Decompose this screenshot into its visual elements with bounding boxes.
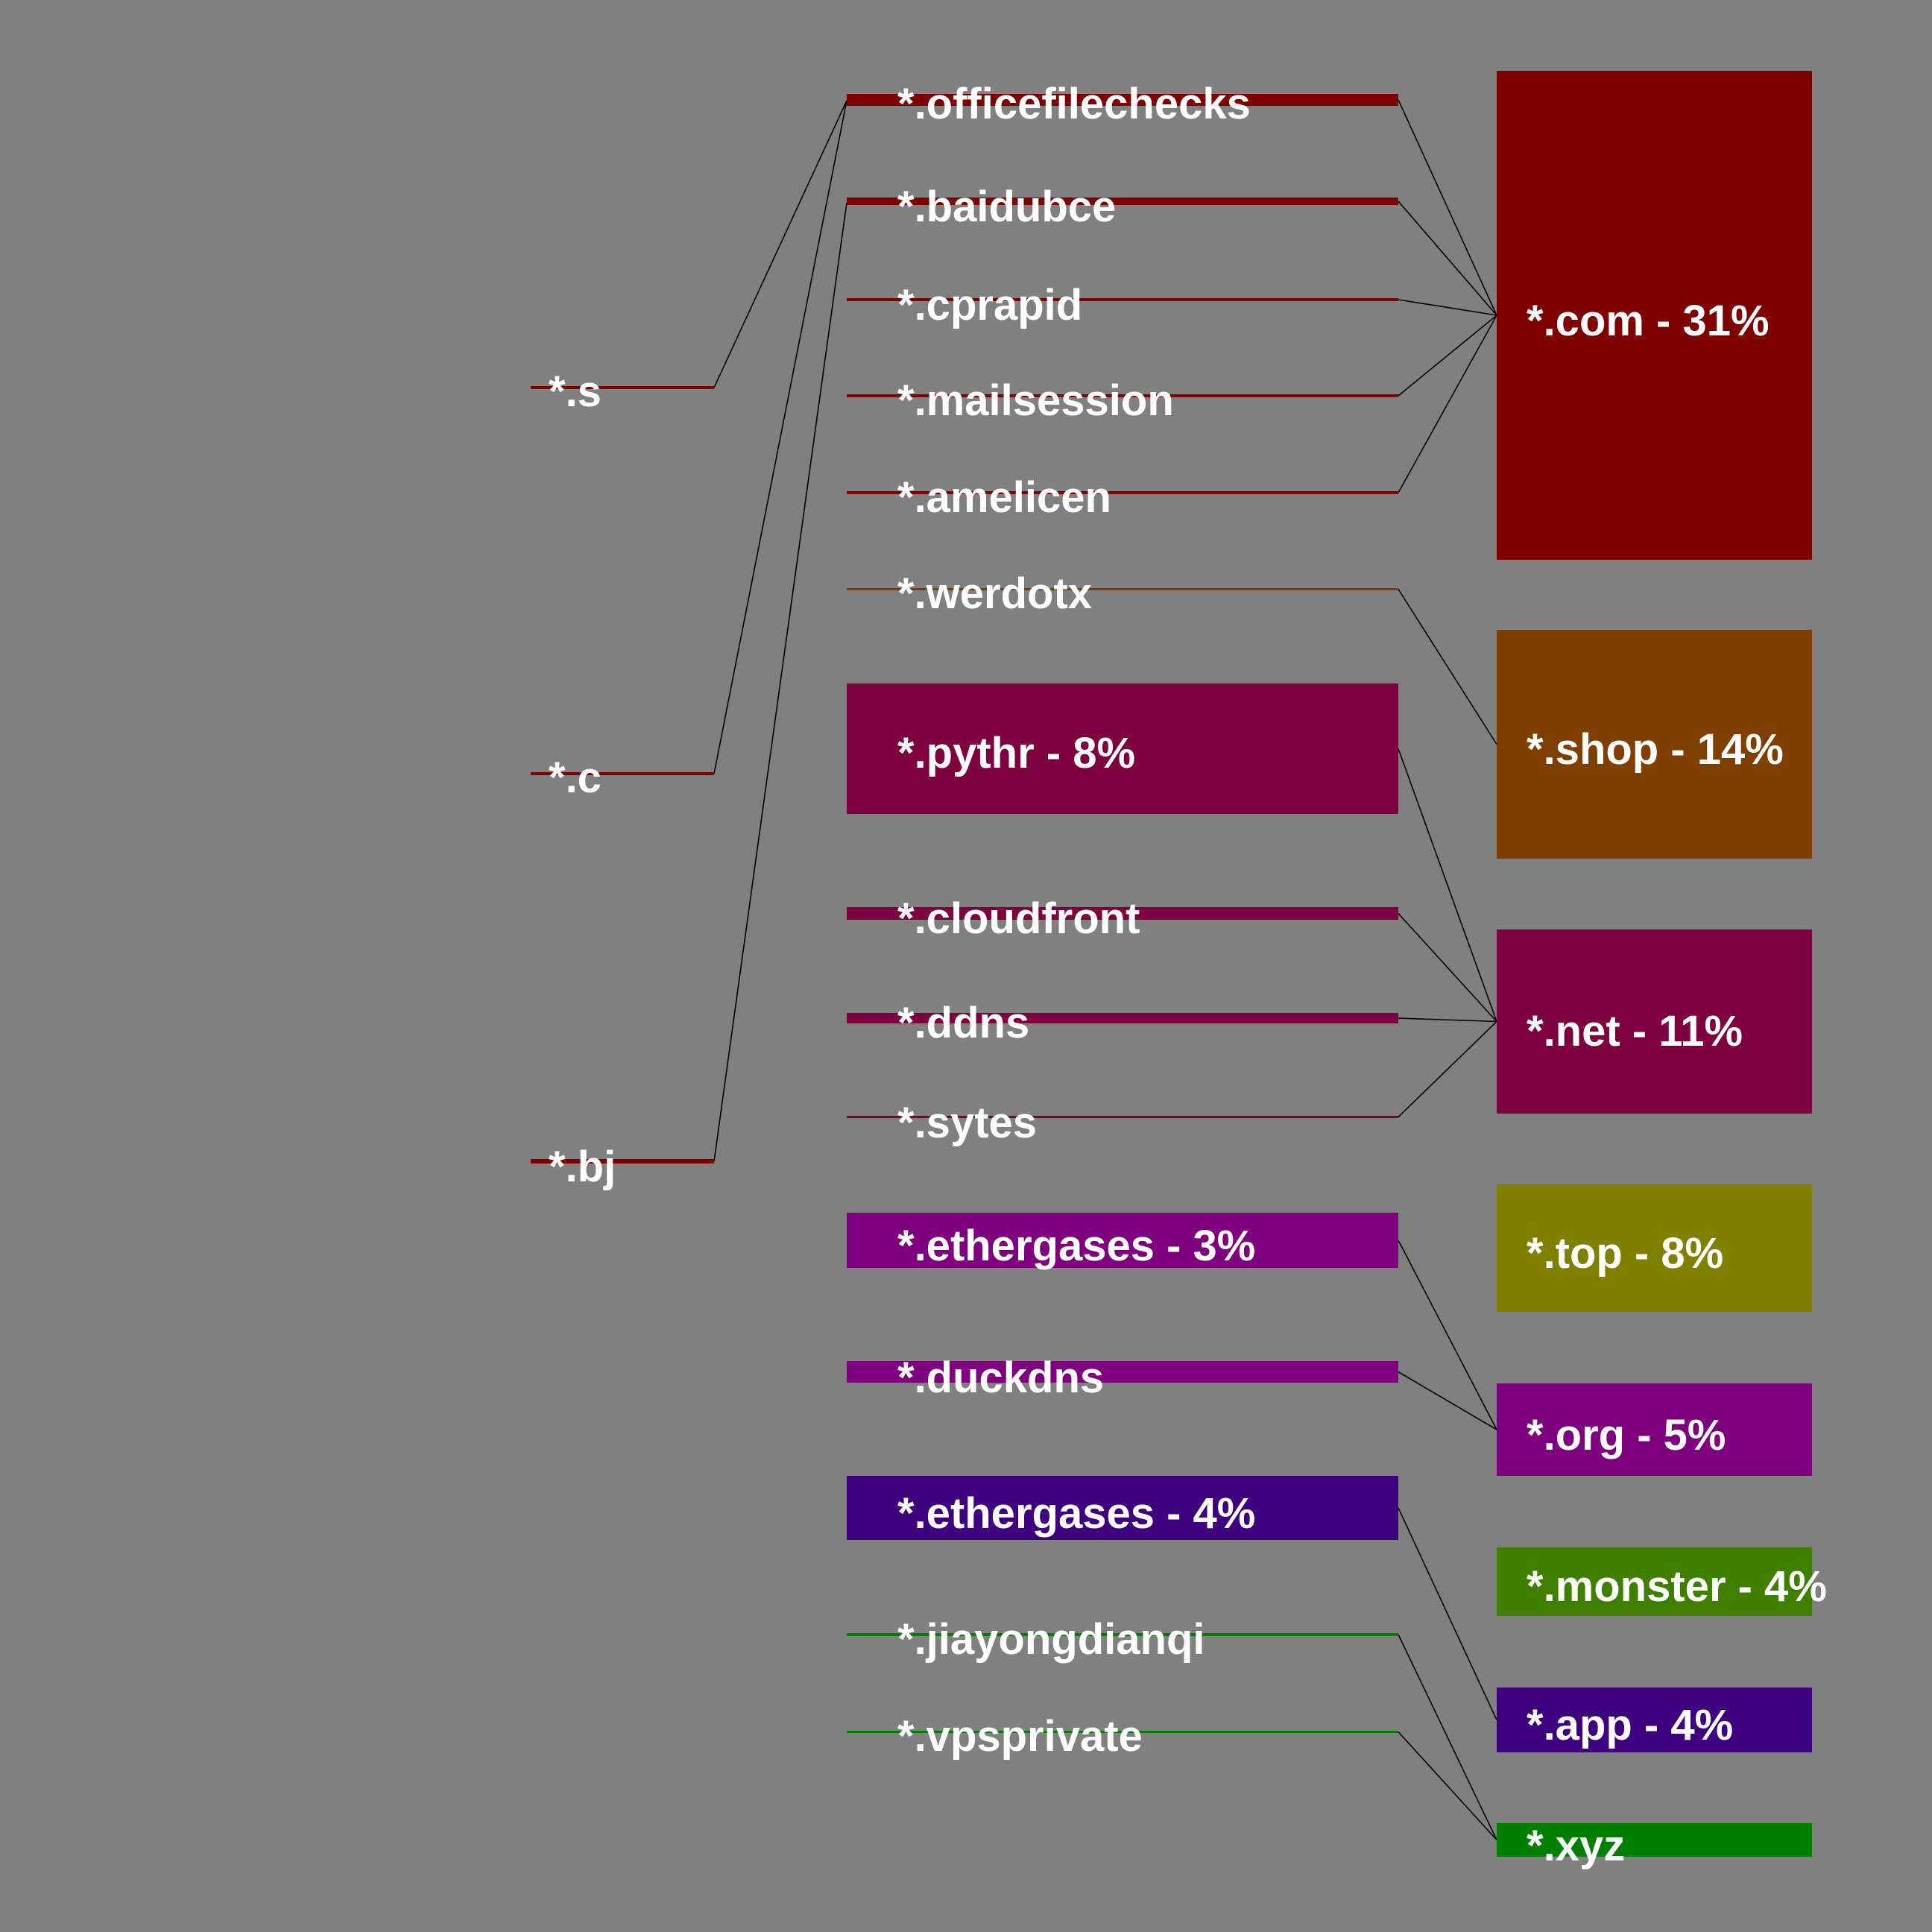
node-label-jiayongdianqi: *.jiayongdianqi: [897, 1615, 1205, 1664]
node-label-org: *.org - 5%: [1527, 1411, 1726, 1459]
link-jiayongdianqi-xyz: [1398, 1634, 1497, 1840]
link-vpsprivate-xyz: [1398, 1731, 1497, 1841]
node-bar-ddns: [847, 1013, 1398, 1023]
node-bar-app: [1497, 1688, 1812, 1752]
node-bar-c: [531, 772, 714, 775]
link-amelicen-com: [1398, 315, 1497, 493]
node-bar-monster: [1497, 1547, 1812, 1616]
link-officefilechecks-com: [1398, 99, 1497, 316]
node-label-monster: *.monster - 4%: [1527, 1562, 1827, 1611]
link-s-officefilechecks: [713, 100, 847, 388]
link-cloudfront-net: [1398, 912, 1497, 1023]
node-label-officefilechecks: *.officefilechecks: [897, 80, 1251, 128]
link-ethergases_org-org: [1398, 1240, 1497, 1430]
node-label-s: *.s: [549, 367, 602, 416]
node-bar-amelicen: [847, 491, 1398, 494]
node-bar-officefilechecks: [847, 94, 1398, 106]
node-label-sytes: *.sytes: [897, 1099, 1037, 1147]
node-bar-duckdns: [847, 1361, 1398, 1383]
node-bar-xyz: [1497, 1823, 1812, 1857]
node-label-amelicen: *.amelicen: [897, 473, 1111, 522]
node-bar-bj: [531, 1159, 714, 1164]
link-sytes-net: [1398, 1020, 1497, 1118]
node-label-ethergases_org: *.ethergases - 3%: [897, 1222, 1255, 1270]
node-label-app: *.app - 4%: [1527, 1701, 1733, 1749]
link-mailsession-com: [1398, 315, 1497, 397]
link-ethergases_app-app: [1398, 1507, 1497, 1720]
node-label-pythr: *.pythr - 8%: [897, 729, 1135, 777]
node-label-top: *.top - 8%: [1527, 1229, 1723, 1278]
node-label-ethergases_app: *.ethergases - 4%: [897, 1489, 1255, 1538]
node-bar-ethergases_org: [847, 1213, 1398, 1268]
node-label-xyz: *.xyz: [1527, 1822, 1625, 1870]
node-bar-cprapid: [847, 298, 1398, 301]
node-label-werdotx: *.werdotx: [897, 569, 1092, 618]
link-duckdns-org: [1398, 1371, 1497, 1430]
node-label-c: *.c: [549, 754, 602, 802]
node-bar-org: [1497, 1383, 1812, 1476]
node-bar-cloudfront: [847, 907, 1398, 920]
link-pythr-net: [1398, 748, 1497, 1022]
node-bar-s: [531, 386, 714, 389]
node-label-cprapid: *.cprapid: [897, 281, 1082, 329]
node-label-vpsprivate: *.vpsprivate: [897, 1712, 1143, 1761]
node-label-baidubce: *.baidubce: [897, 183, 1116, 231]
node-bar-top: [1497, 1184, 1812, 1312]
node-bar-vpsprivate: [847, 1731, 1398, 1733]
node-bar-baidubce: [847, 198, 1398, 205]
node-bar-ethergases_app: [847, 1476, 1398, 1540]
link-bj-baidubce: [713, 202, 847, 1162]
node-label-bj: *.bj: [549, 1143, 616, 1191]
node-label-ddns: *.ddns: [897, 999, 1029, 1047]
link-ddns-net: [1398, 1017, 1497, 1023]
link-cprapid-com: [1398, 299, 1497, 316]
link-baidubce-com: [1398, 201, 1497, 316]
node-bar-net: [1497, 929, 1812, 1114]
node-label-shop: *.shop - 14%: [1527, 725, 1784, 774]
node-label-mailsession: *.mailsession: [897, 376, 1174, 425]
node-label-com: *.com - 31%: [1527, 297, 1770, 345]
node-label-cloudfront: *.cloudfront: [897, 894, 1140, 943]
node-bar-jiayongdianqi: [847, 1633, 1398, 1636]
node-bar-com: [1497, 71, 1812, 560]
node-bar-werdotx: [847, 588, 1398, 590]
node-bar-shop: [1497, 630, 1812, 859]
link-werdotx-shop: [1398, 589, 1497, 745]
node-label-net: *.net - 11%: [1527, 1007, 1743, 1055]
node-bar-pythr: [847, 684, 1398, 814]
link-c-officefilechecks: [713, 100, 847, 774]
node-bar-mailsession: [847, 394, 1398, 397]
node-bar-sytes: [847, 1116, 1398, 1118]
node-label-duckdns: *.duckdns: [897, 1354, 1104, 1402]
